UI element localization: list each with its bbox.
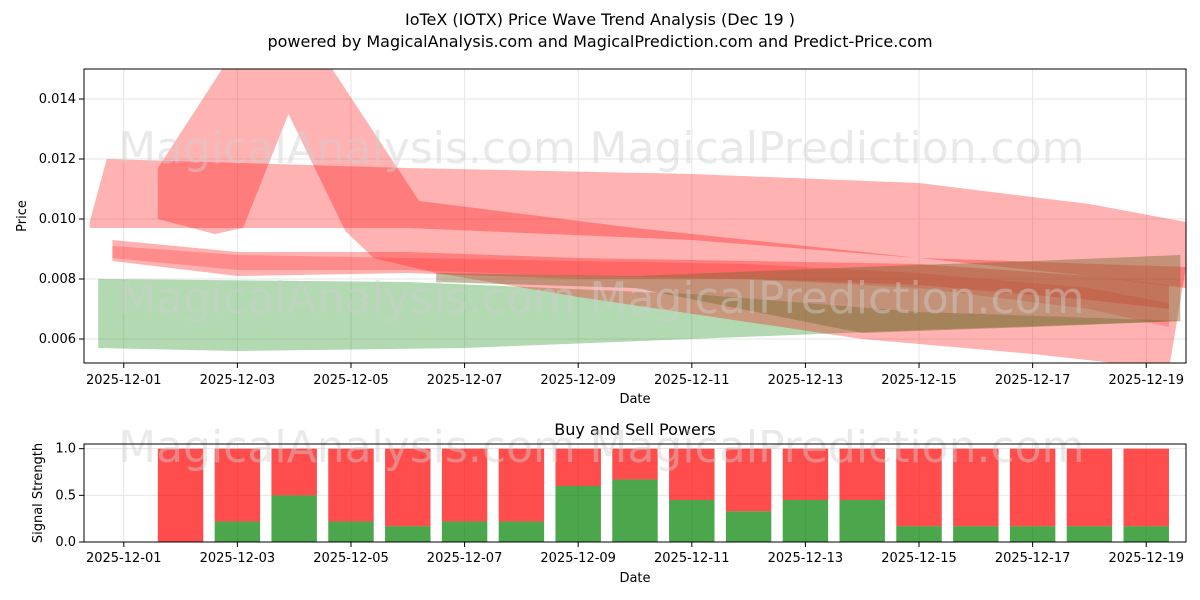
price-y-axis-label: Price — [15, 200, 30, 232]
buy-sell-x-tick-label: 2025-12-19 — [1108, 551, 1184, 566]
sell-bar — [385, 448, 431, 527]
sell-bar — [612, 448, 658, 480]
price-x-tick-label: 2025-12-09 — [540, 373, 616, 388]
price-x-tick-label: 2025-12-11 — [654, 373, 730, 388]
buy-bar — [669, 500, 715, 542]
buy-bar — [498, 521, 545, 542]
sell-bar — [1123, 448, 1169, 527]
sell-bar — [1066, 448, 1113, 527]
watermark-analysis-bottom: MagicalAnalysis.com — [118, 422, 576, 473]
buy-sell-x-tick-label: 2025-12-09 — [540, 551, 616, 566]
sell-bar — [896, 448, 942, 527]
buy-bar — [1066, 526, 1113, 542]
buy-sell-y-axis-label: Signal Strength — [31, 443, 46, 543]
sell-bar — [953, 448, 999, 527]
sell-bar — [441, 448, 488, 522]
buy-bar — [839, 500, 885, 542]
buy-sell-plot: Buy and Sell Powers MagicalAnalysis.com … — [31, 420, 1187, 586]
buy-bar — [328, 521, 374, 542]
price-x-tick-label: 2025-12-07 — [427, 373, 503, 388]
sell-bar — [669, 448, 715, 500]
buy-sell-x-tick-label: 2025-12-05 — [313, 551, 389, 566]
sell-bar — [1009, 448, 1056, 527]
sell-bar — [214, 448, 261, 522]
price-y-tick-label: 0.008 — [39, 272, 76, 287]
price-y-tick-label: 0.012 — [39, 152, 76, 167]
price-x-tick-label: 2025-12-17 — [995, 373, 1071, 388]
price-x-axis-label: Date — [619, 392, 650, 407]
sell-bar — [555, 448, 601, 486]
sell-bar — [271, 448, 317, 496]
buy-bar — [214, 521, 261, 542]
price-wave-plot: MagicalAnalysis.com MagicalPrediction.co… — [15, 68, 1187, 407]
watermark-prediction-top: MagicalPrediction.com — [590, 123, 1085, 174]
price-band-red-upper-wide — [89, 159, 1186, 288]
sell-bar — [725, 448, 772, 512]
price-band-green-wide — [98, 279, 1186, 351]
buy-sell-x-tick-label: 2025-12-01 — [86, 551, 162, 566]
buy-sell-x-tick-label: 2025-12-17 — [995, 551, 1071, 566]
buy-sell-x-tick-label: 2025-12-13 — [768, 551, 844, 566]
buy-sell-bars — [157, 448, 1169, 542]
price-y-tick-label: 0.014 — [39, 92, 76, 107]
buy-sell-y-tick-label: 0.0 — [55, 535, 76, 550]
sell-bar — [782, 448, 829, 500]
sell-bar — [157, 448, 204, 542]
price-bands-clipped — [89, 69, 1186, 363]
price-grid — [84, 69, 1186, 363]
sell-bar — [328, 448, 374, 522]
price-x-tick-label: 2025-12-19 — [1108, 373, 1184, 388]
price-x-tick-label: 2025-12-15 — [881, 373, 957, 388]
price-plot-border — [83, 68, 1187, 364]
price-x-tick-label: 2025-12-03 — [200, 373, 276, 388]
buy-sell-x-tick-label: 2025-12-15 — [881, 551, 957, 566]
buy-sell-y-ticks: 0.0 0.5 1.0 — [55, 442, 84, 550]
buy-bar — [725, 511, 772, 542]
sell-bar — [839, 448, 885, 500]
buy-bar — [896, 526, 942, 542]
price-band-red-spike — [157, 69, 1186, 363]
price-y-tick-label: 0.010 — [39, 212, 76, 227]
watermark-prediction-bottom: MagicalPrediction.com — [590, 422, 1085, 473]
buy-sell-x-tick-label: 2025-12-07 — [427, 551, 503, 566]
price-x-ticks: 2025-12-01 2025-12-03 2025-12-05 2025-12-07… — [86, 363, 1184, 388]
buy-sell-plot-border — [83, 443, 1187, 543]
buy-bar — [271, 495, 317, 542]
buy-sell-y-tick-label: 1.0 — [55, 442, 76, 457]
buy-bar — [1009, 526, 1056, 542]
buy-sell-x-tick-label: 2025-12-03 — [200, 551, 276, 566]
watermark-analysis-top: MagicalAnalysis.com — [118, 123, 576, 174]
price-band-red-core — [112, 240, 1169, 309]
price-y-ticks: 0.006 0.008 0.010 0.012 0.014 — [39, 92, 84, 347]
price-x-tick-label: 2025-12-05 — [313, 373, 389, 388]
buy-bar — [555, 486, 601, 542]
sell-bar — [498, 448, 545, 522]
price-x-tick-label: 2025-12-01 — [86, 373, 162, 388]
buy-bar — [612, 479, 658, 542]
price-y-tick-label: 0.006 — [39, 332, 76, 347]
buy-bar — [782, 500, 829, 542]
price-x-tick-label: 2025-12-13 — [768, 373, 844, 388]
buy-sell-y-tick-label: 0.5 — [55, 488, 76, 503]
buy-sell-x-tick-label: 2025-12-11 — [654, 551, 730, 566]
buy-bar — [953, 526, 999, 542]
watermark-prediction-mid: MagicalPrediction.com — [590, 273, 1085, 324]
buy-sell-x-ticks: 2025-12-01 2025-12-03 2025-12-05 2025-12-07… — [86, 542, 1184, 566]
watermark-analysis-mid: MagicalAnalysis.com — [118, 273, 576, 324]
price-band-red-core-2 — [112, 246, 1169, 327]
buy-bar — [385, 526, 431, 542]
buy-sell-x-axis-label: Date — [619, 571, 650, 586]
buy-bar — [1123, 526, 1169, 542]
price-bands — [89, 69, 1186, 363]
chart-title-line1: IoTeX (IOTX) Price Wave Trend Analysis (… — [405, 10, 795, 29]
buy-bar — [441, 521, 488, 542]
price-plot-frame — [84, 69, 1186, 363]
chart-title-line2: powered by MagicalAnalysis.com and Magic… — [267, 32, 932, 51]
buy-sell-title: Buy and Sell Powers — [554, 420, 716, 439]
price-band-olive-overlap — [436, 255, 1181, 333]
